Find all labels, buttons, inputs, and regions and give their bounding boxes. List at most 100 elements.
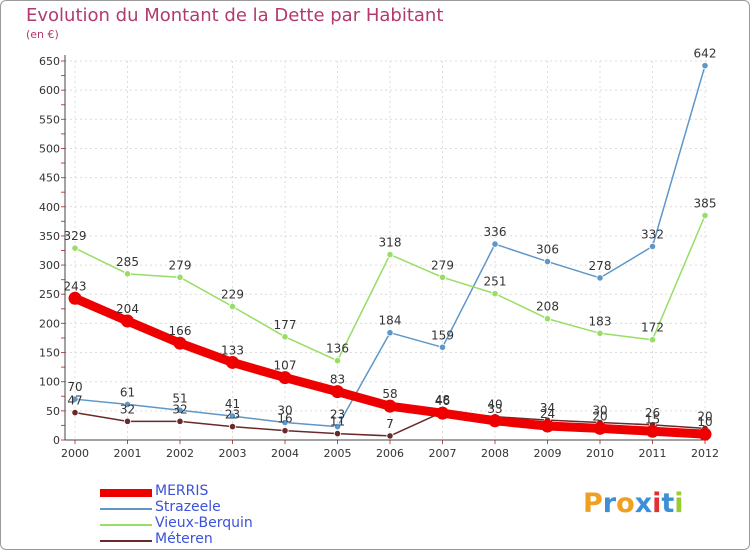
data-label: 24 (540, 407, 555, 421)
series-lines (68, 62, 712, 441)
data-point (121, 314, 134, 328)
data-point (281, 418, 289, 427)
legend-label: Vieux-Berquin (155, 515, 253, 531)
data-point (491, 290, 499, 298)
data-label: 159 (431, 328, 454, 342)
data-point (281, 427, 289, 435)
y-tick-label: 150 (39, 347, 60, 360)
logo-letter: i (652, 488, 662, 519)
data-point (646, 424, 659, 438)
y-tick-label: 300 (39, 259, 60, 272)
data-label: 11 (330, 415, 345, 429)
data-label: 30 (592, 404, 607, 418)
data-point (123, 400, 132, 409)
legend-label: MERRIS (155, 483, 209, 499)
data-label: 33 (487, 402, 502, 416)
y-tick-label: 50 (46, 405, 60, 418)
data-point (71, 395, 79, 403)
data-point (541, 419, 554, 433)
data-label: 20 (697, 409, 712, 423)
y-tick-label: 550 (39, 113, 60, 126)
data-label: 58 (382, 387, 397, 401)
logo-letter: o (616, 488, 635, 519)
data-point (123, 270, 132, 278)
data-point (543, 315, 552, 323)
legend-label: Strazeele (155, 499, 221, 515)
data-point (281, 333, 289, 341)
y-tick-label: 200 (39, 317, 60, 330)
x-tick-label: 2001 (114, 447, 142, 460)
data-label: 278 (589, 259, 612, 273)
logo-letter: P (583, 488, 603, 519)
data-point (648, 336, 657, 344)
data-label: 285 (116, 255, 139, 269)
data-point (176, 406, 184, 414)
data-point (331, 385, 344, 399)
x-tick-label: 2008 (481, 447, 509, 460)
data-labels: 243 204 166 133 107 83 58 46 33 24 20 15 10 70 61 51 41 3… (64, 47, 717, 431)
data-point (491, 240, 499, 248)
y-tick-label: 250 (39, 288, 60, 301)
data-point (386, 329, 394, 337)
data-label: 47 (67, 394, 82, 408)
x-tick-label: 2005 (324, 447, 352, 460)
y-tick-label: 400 (39, 201, 60, 214)
data-label: 177 (274, 318, 297, 332)
x-tick-label: 2009 (534, 447, 562, 460)
data-label: 41 (225, 397, 240, 411)
x-tick-label: 2002 (166, 447, 194, 460)
data-point (226, 355, 239, 369)
data-point (488, 414, 502, 428)
data-label: 332 (641, 227, 664, 241)
logo-letter: i (674, 488, 684, 519)
x-tick-label: 2010 (586, 447, 614, 460)
data-label: 243 (64, 279, 87, 293)
unit-label: (en €) (26, 28, 59, 41)
data-label: 23 (330, 408, 345, 422)
data-point (438, 273, 447, 281)
x-tick-label: 2012 (691, 447, 719, 460)
logo-letter: x (634, 488, 653, 519)
proxiti-logo: Proxiti (583, 488, 684, 519)
data-label: 32 (172, 402, 187, 416)
data-point (333, 357, 342, 365)
legend-swatch (100, 489, 152, 497)
y-tick-label: 650 (39, 55, 60, 68)
data-label: 23 (225, 408, 240, 422)
x-tick-label: 2003 (219, 447, 247, 460)
data-point (71, 408, 79, 417)
data-point (333, 429, 342, 438)
data-label: 70 (67, 380, 82, 394)
data-point (333, 422, 342, 431)
data-point (71, 244, 79, 252)
data-point (698, 427, 712, 441)
data-label: 46 (435, 394, 450, 408)
data-point (228, 302, 237, 311)
data-point (278, 371, 292, 385)
y-tick-label: 350 (39, 230, 60, 243)
data-point (386, 250, 394, 259)
axes: 0 50 100 150 200 250 300 350 400 450 500 550 600 650 2… (39, 55, 719, 460)
x-tick-label: 2007 (429, 447, 457, 460)
data-label: 336 (484, 225, 507, 239)
data-point (593, 421, 607, 435)
data-label: 61 (120, 385, 135, 399)
logo-letter: r (602, 488, 617, 519)
legend-swatch (100, 524, 152, 526)
x-tick-label: 2006 (376, 447, 404, 460)
data-label: 15 (645, 412, 660, 426)
data-point (436, 406, 449, 420)
data-label: 136 (326, 342, 349, 356)
data-label: 204 (116, 302, 139, 316)
data-point (543, 257, 552, 266)
data-point (68, 291, 82, 305)
data-label: 51 (172, 391, 187, 405)
data-label: 16 (277, 412, 292, 426)
data-label: 34 (540, 401, 555, 415)
data-point (596, 274, 604, 282)
data-label: 166 (169, 324, 192, 338)
data-label: 251 (484, 275, 507, 289)
data-label: 208 (536, 300, 559, 314)
data-point (701, 211, 709, 220)
data-label: 279 (169, 258, 192, 272)
